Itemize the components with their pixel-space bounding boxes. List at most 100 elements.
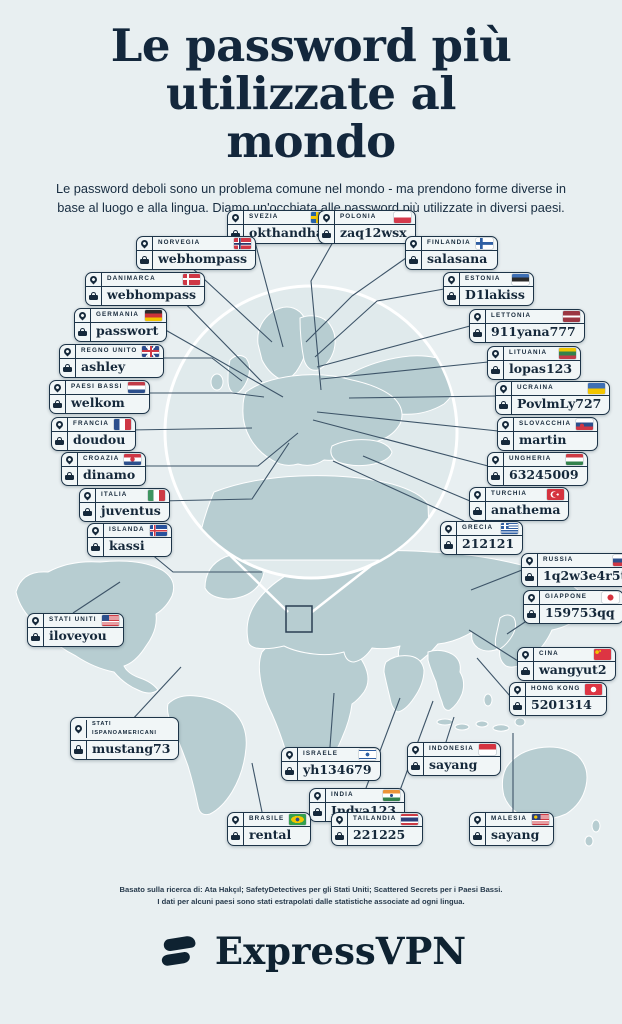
connector-line-danimarca bbox=[172, 290, 263, 383]
connector-line-italia bbox=[159, 442, 290, 502]
callout-password-row: rental bbox=[228, 827, 310, 845]
password-value: okthandha bbox=[249, 225, 324, 241]
lithuania-flag-icon bbox=[559, 348, 577, 359]
password-value: 1q2w3e4r5t bbox=[543, 568, 622, 584]
lock-icon bbox=[231, 831, 240, 841]
password-value: sayang bbox=[429, 757, 478, 773]
callout-country-row: LETTONIA bbox=[470, 310, 584, 324]
callout-password-row: kassi bbox=[88, 538, 171, 556]
callout-country-row: CINA bbox=[518, 648, 615, 662]
connector-line-indonesia bbox=[445, 716, 455, 743]
location-pin-icon bbox=[408, 238, 419, 249]
password-value: 911yana777 bbox=[491, 324, 576, 340]
callout-password-row: lopas123 bbox=[488, 361, 580, 379]
callout-country-row: ESTONIA bbox=[444, 273, 533, 287]
callout-password-row: dinamo bbox=[62, 467, 145, 485]
page-subtitle: Le password deboli sono un problema comu… bbox=[55, 181, 567, 215]
israel-flag-icon bbox=[358, 749, 376, 760]
password-value: welkom bbox=[71, 395, 125, 411]
connector-line-francia bbox=[129, 427, 253, 431]
lock-icon bbox=[53, 399, 62, 409]
connector-line-lituania bbox=[320, 361, 489, 380]
lock-icon bbox=[513, 701, 522, 711]
callout-country-row: FINLANDIA bbox=[406, 237, 497, 251]
password-value: ashley bbox=[81, 359, 126, 375]
password-value: mustang73 bbox=[92, 741, 171, 757]
italy-flag-icon bbox=[147, 490, 165, 501]
country-callout-slovacchia: SLOVACCHIA martin bbox=[497, 417, 599, 451]
location-pin-icon bbox=[312, 790, 323, 801]
lock-icon bbox=[335, 831, 344, 841]
lock-icon bbox=[473, 831, 482, 841]
callout-password-row: D1lakiss bbox=[444, 287, 533, 305]
country-callout-polonia: POLONIA zaq12wsx bbox=[318, 210, 416, 244]
country-name: ITALIA bbox=[101, 491, 128, 499]
connector-line-hong-kong bbox=[476, 657, 511, 697]
password-value: rental bbox=[249, 827, 292, 843]
country-callout-ucraina: UCRAINA PovlmLy727 bbox=[495, 381, 611, 415]
country-callout-indonesia: INDONESIA sayang bbox=[407, 742, 501, 776]
connector-line-islanda bbox=[149, 552, 262, 573]
callout-country-row: ISLANDA bbox=[88, 524, 171, 538]
country-callout-russia: RUSSIA 1q2w3e4r5t bbox=[521, 553, 622, 587]
country-name: GERMANIA bbox=[96, 311, 140, 319]
country-callout-islanda: ISLANDA kassi bbox=[87, 523, 172, 557]
callout-country-row: LITUANIA bbox=[488, 347, 581, 361]
connector-line-lettonia bbox=[316, 325, 471, 368]
callout-password-row: anathema bbox=[470, 502, 568, 520]
country-name: MALESIA bbox=[491, 815, 528, 823]
location-pin-icon bbox=[30, 615, 41, 626]
country-callout-giappone: GIAPPONE 159753qq bbox=[523, 590, 622, 624]
country-name: ISLANDA bbox=[109, 526, 145, 534]
callout-country-row: PAESI BASSI bbox=[50, 381, 149, 395]
password-value: anathema bbox=[491, 502, 561, 518]
country-callout-paesi-bassi: PAESI BASSI welkom bbox=[49, 380, 150, 414]
country-callout-germania: GERMANIA passwort bbox=[74, 308, 168, 342]
country-callout-brasile: BRASILE rental bbox=[227, 812, 312, 846]
country-callout-finlandia: FINLANDIA salasana bbox=[405, 236, 498, 270]
germany-flag-icon bbox=[145, 310, 163, 321]
location-pin-icon bbox=[77, 310, 88, 321]
connector-line-croazia bbox=[142, 432, 299, 467]
malaysia-flag-icon bbox=[532, 814, 550, 825]
callout-country-row: GRECIA bbox=[441, 522, 523, 536]
brazil-flag-icon bbox=[289, 814, 307, 825]
turkey-flag-icon bbox=[547, 489, 565, 500]
password-value: lopas123 bbox=[509, 361, 573, 377]
password-value: salasana bbox=[427, 251, 488, 267]
callout-country-row: FRANCIA bbox=[52, 418, 136, 432]
connector-line-ungheria bbox=[312, 419, 489, 467]
password-value: D1lakiss bbox=[465, 287, 525, 303]
denmark-flag-icon bbox=[183, 274, 201, 285]
callout-country-row: BRASILE bbox=[228, 813, 311, 827]
lock-icon bbox=[63, 363, 72, 373]
magnifier-lens bbox=[163, 284, 459, 580]
country-callout-stati-uniti: STATI UNITI iloveyou bbox=[27, 613, 124, 647]
netherlands-flag-icon bbox=[127, 382, 145, 393]
password-value: webhompass bbox=[107, 287, 197, 303]
usa-flag-icon bbox=[101, 615, 119, 626]
lock-icon bbox=[231, 229, 240, 239]
password-value: passwort bbox=[96, 323, 159, 339]
connector-line-svezia bbox=[254, 241, 284, 348]
country-name: HONG KONG bbox=[531, 685, 581, 693]
location-pin-icon bbox=[446, 274, 457, 285]
zoom-region-box bbox=[285, 605, 313, 633]
lock-icon bbox=[491, 365, 500, 375]
callout-country-row: SVEZIA bbox=[228, 211, 332, 225]
location-pin-icon bbox=[472, 489, 483, 500]
country-name: ESTONIA bbox=[465, 275, 501, 283]
lock-icon bbox=[473, 506, 482, 516]
connector-line-israele bbox=[329, 692, 335, 748]
connector-line-paesi-bassi bbox=[132, 392, 265, 398]
callout-country-row: GIAPPONE bbox=[524, 591, 622, 605]
password-value: juventus bbox=[101, 503, 161, 519]
lock-icon bbox=[409, 255, 418, 265]
poland-flag-icon bbox=[393, 212, 411, 223]
page-title: Le password più utilizzate al mondo bbox=[110, 19, 512, 169]
connector-line-russia bbox=[470, 569, 523, 591]
callout-password-row: yh134679 bbox=[282, 762, 380, 780]
connector-line-estonia bbox=[314, 288, 445, 358]
callout-country-row: ITALIA bbox=[80, 489, 169, 503]
